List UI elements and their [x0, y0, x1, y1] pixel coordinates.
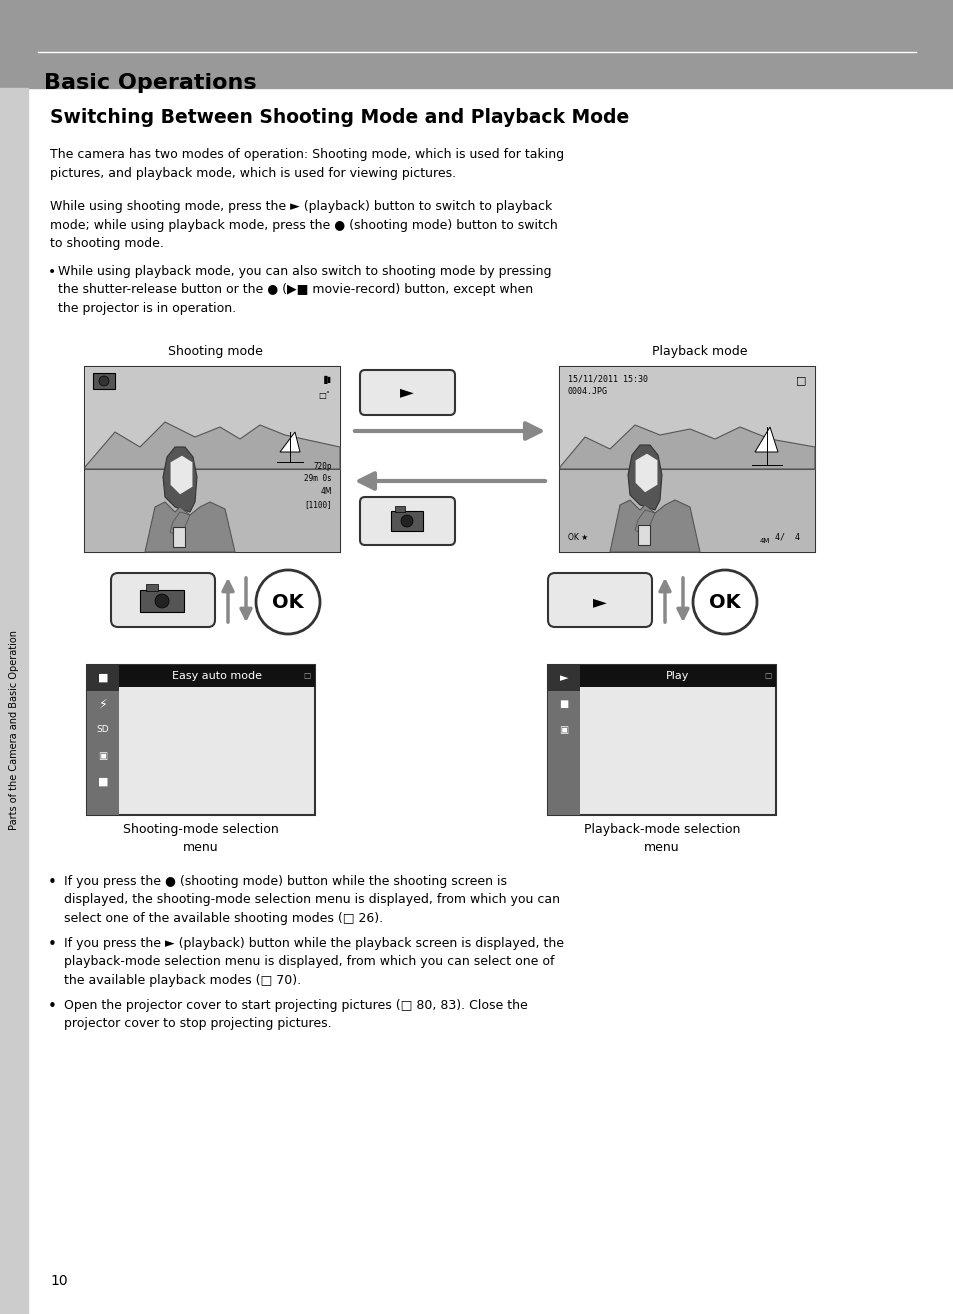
Text: 4M: 4M	[760, 537, 770, 544]
Bar	[559, 367, 814, 552]
Bar	[87, 665, 314, 815]
Text: Parts of the Camera and Basic Operation: Parts of the Camera and Basic Operation	[9, 629, 19, 830]
Text: •: •	[48, 999, 57, 1014]
Text: ▣: ▣	[98, 752, 108, 761]
Polygon shape	[609, 501, 700, 552]
Text: SD: SD	[96, 725, 110, 735]
Polygon shape	[145, 502, 234, 552]
Text: •: •	[48, 937, 57, 953]
Polygon shape	[627, 445, 661, 510]
Bar	[547, 665, 579, 815]
Bar	[87, 665, 119, 691]
Text: Open the projector cover to start projecting pictures (□ 80, 83). Close the
proj: Open the projector cover to start projec…	[64, 999, 527, 1030]
Polygon shape	[635, 453, 658, 493]
Text: 29m 0s: 29m 0s	[304, 474, 332, 484]
Text: □: □	[303, 671, 311, 681]
Bar	[140, 590, 184, 612]
Text: Basic Operations: Basic Operations	[44, 74, 256, 93]
Bar	[579, 665, 775, 687]
Bar	[146, 583, 158, 591]
Text: 720p: 720p	[314, 463, 332, 470]
Circle shape	[154, 594, 169, 608]
Text: While using shooting mode, press the ► (playback) button to switch to playback
m: While using shooting mode, press the ► (…	[50, 200, 558, 250]
FancyBboxPatch shape	[359, 497, 455, 545]
FancyBboxPatch shape	[547, 573, 651, 627]
Text: The camera has two modes of operation: Shooting mode, which is used for taking
p: The camera has two modes of operation: S…	[50, 148, 563, 180]
Text: ⚡: ⚡	[98, 698, 108, 711]
Bar	[638, 526, 649, 545]
Text: 4M: 4M	[320, 487, 332, 495]
Bar	[547, 665, 579, 691]
Polygon shape	[280, 432, 299, 452]
Bar	[85, 367, 339, 552]
Text: Playback mode: Playback mode	[652, 346, 747, 357]
Text: 10: 10	[50, 1275, 68, 1288]
Text: OK: OK	[708, 593, 740, 611]
Text: ►: ►	[559, 673, 568, 683]
Text: •: •	[48, 875, 57, 890]
Text: While using playback mode, you can also switch to shooting mode by pressing
the : While using playback mode, you can also …	[58, 265, 551, 315]
Polygon shape	[170, 512, 190, 535]
Bar	[87, 665, 119, 815]
Text: •: •	[48, 265, 56, 279]
Bar	[559, 367, 814, 469]
Bar	[391, 511, 422, 531]
Bar	[85, 469, 339, 552]
Text: Play: Play	[665, 671, 689, 681]
Bar	[119, 665, 314, 687]
Circle shape	[400, 515, 413, 527]
Polygon shape	[754, 427, 778, 452]
Polygon shape	[559, 424, 814, 469]
Text: If you press the ► (playback) button while the playback screen is displayed, the: If you press the ► (playback) button whi…	[64, 937, 563, 987]
Text: 4/  4: 4/ 4	[774, 533, 800, 541]
Circle shape	[255, 570, 319, 633]
Text: □˄: □˄	[317, 392, 330, 399]
Text: ▐▮: ▐▮	[320, 374, 332, 384]
FancyBboxPatch shape	[111, 573, 214, 627]
Bar	[0, 0, 953, 88]
Bar	[172, 527, 185, 547]
FancyBboxPatch shape	[359, 371, 455, 415]
Text: ►: ►	[399, 382, 414, 401]
Polygon shape	[163, 447, 196, 512]
Text: ▣: ▣	[558, 725, 568, 735]
Circle shape	[692, 570, 757, 633]
Text: If you press the ● (shooting mode) button while the shooting screen is
displayed: If you press the ● (shooting mode) butto…	[64, 875, 559, 925]
Text: 0004.JPG: 0004.JPG	[567, 388, 607, 396]
Text: □: □	[764, 671, 771, 681]
Bar	[85, 367, 339, 469]
Bar	[559, 469, 814, 552]
Bar	[547, 665, 775, 815]
Text: □: □	[796, 374, 806, 385]
Text: Switching Between Shooting Mode and Playback Mode: Switching Between Shooting Mode and Play…	[50, 108, 629, 127]
Text: ►: ►	[593, 593, 606, 611]
Text: ■: ■	[97, 673, 108, 683]
Text: OK ★: OK ★	[567, 533, 587, 541]
Text: Easy auto mode: Easy auto mode	[172, 671, 262, 681]
Polygon shape	[170, 455, 193, 495]
Bar	[395, 506, 405, 512]
Text: OK: OK	[272, 593, 303, 611]
Text: Shooting-mode selection
menu: Shooting-mode selection menu	[123, 823, 278, 854]
Polygon shape	[85, 422, 339, 469]
Text: ■: ■	[97, 777, 108, 787]
Bar	[0, 88, 28, 1314]
Text: 15/11/2011 15:30: 15/11/2011 15:30	[567, 374, 647, 384]
Text: Shooting mode: Shooting mode	[168, 346, 262, 357]
Bar	[92, 373, 115, 389]
Text: Playback-mode selection
menu: Playback-mode selection menu	[583, 823, 740, 854]
Text: [1100]: [1100]	[304, 501, 332, 509]
Polygon shape	[635, 510, 655, 533]
Circle shape	[99, 376, 109, 386]
Text: ■: ■	[558, 699, 568, 710]
